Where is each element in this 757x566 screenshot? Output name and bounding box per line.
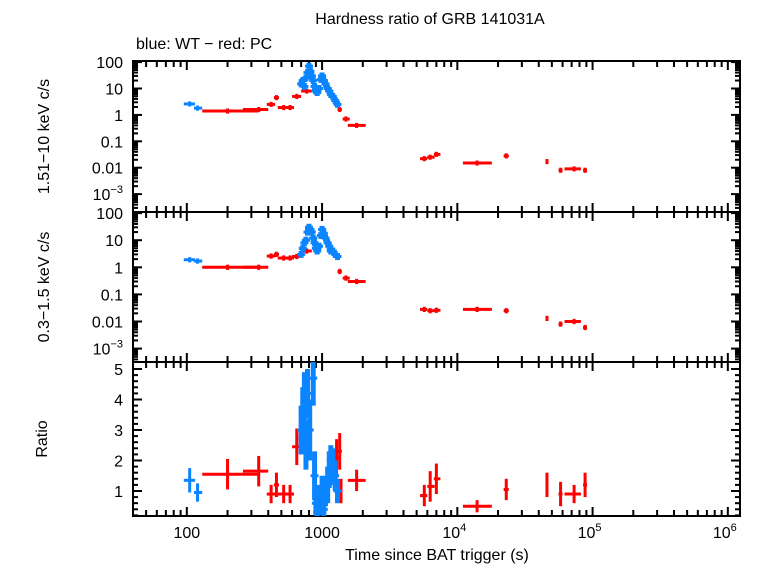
y-axis-title-hard: 1.51−10 keV c/s bbox=[36, 79, 53, 194]
data-point-pc bbox=[420, 484, 428, 507]
data-point-pc bbox=[266, 484, 276, 504]
data-point-pc bbox=[462, 160, 492, 166]
data-point-pc bbox=[583, 472, 588, 498]
data-point-pc bbox=[273, 95, 279, 101]
y-tick-label: 0.1 bbox=[101, 134, 123, 151]
data-point-pc bbox=[292, 93, 302, 100]
data-point-pc bbox=[273, 472, 279, 498]
y-tick-label: 5 bbox=[114, 362, 123, 379]
panel-frame-soft bbox=[132, 211, 741, 363]
data-point-pc bbox=[242, 264, 269, 270]
data-point-wt bbox=[333, 252, 342, 261]
data-point-pc bbox=[273, 251, 279, 258]
data-point-wt bbox=[333, 478, 342, 504]
data-point-wt bbox=[183, 101, 196, 107]
data-point-pc bbox=[266, 253, 276, 259]
data-point-wt bbox=[183, 257, 196, 263]
data-point-pc bbox=[347, 122, 366, 128]
x-tick-label: 100 bbox=[173, 525, 200, 542]
data-point-wt bbox=[309, 77, 318, 84]
data-point-pc bbox=[427, 154, 435, 160]
data-point-pc bbox=[427, 308, 435, 314]
data-point-pc bbox=[202, 108, 259, 114]
y-axis-title-ratio: Ratio bbox=[34, 420, 51, 457]
data-point-pc bbox=[433, 463, 441, 495]
data-point-pc bbox=[558, 481, 563, 507]
data-point-wt bbox=[307, 228, 316, 236]
data-point-pc bbox=[202, 458, 259, 490]
data-point-pc bbox=[266, 101, 276, 107]
x-tick-label: 1000 bbox=[304, 525, 340, 542]
data-point-pc bbox=[420, 306, 428, 313]
data-point-pc bbox=[545, 315, 549, 322]
y-tick-label: 100 bbox=[96, 206, 123, 223]
data-point-pc bbox=[342, 116, 350, 122]
panel-frame-hard bbox=[132, 60, 741, 213]
data-point-pc bbox=[285, 104, 294, 111]
data-point-wt bbox=[333, 100, 342, 108]
data-point-pc bbox=[564, 166, 581, 172]
data-point-pc bbox=[503, 153, 509, 159]
data-point-wt bbox=[309, 362, 318, 406]
x-tick-label: 106 bbox=[713, 522, 737, 542]
y-tick-label: 1 bbox=[114, 484, 123, 501]
data-point-pc bbox=[558, 321, 563, 327]
data-point-pc bbox=[285, 255, 294, 261]
y-tick-label: 100 bbox=[96, 55, 123, 72]
y-tick-label: 10 bbox=[105, 81, 123, 98]
data-point-pc bbox=[583, 324, 588, 331]
y-tick-label: 1 bbox=[114, 260, 123, 277]
y-tick-label: 10−3 bbox=[93, 184, 123, 204]
y-axis-title-soft: 0.3−1.5 keV c/s bbox=[36, 232, 53, 343]
y-tick-label: 10 bbox=[105, 233, 123, 250]
data-point-pc bbox=[583, 167, 588, 173]
data-point-pc bbox=[545, 159, 549, 165]
data-point-pc bbox=[564, 318, 581, 325]
data-point-pc bbox=[427, 471, 435, 502]
data-point-pc bbox=[337, 433, 342, 470]
y-tick-label: 1 bbox=[114, 108, 123, 125]
chart-subtitle: blue: WT − red: PC bbox=[136, 36, 272, 53]
data-point-wt bbox=[297, 250, 306, 258]
y-tick-label: 3 bbox=[114, 423, 123, 440]
y-tick-label: 2 bbox=[114, 453, 123, 470]
data-point-pc bbox=[337, 268, 342, 275]
data-point-wt bbox=[183, 468, 196, 493]
data-point-pc bbox=[347, 469, 366, 491]
data-point-wt bbox=[315, 85, 324, 92]
x-tick-label: 105 bbox=[578, 522, 602, 542]
y-tick-label: 0.01 bbox=[92, 161, 123, 178]
x-axis-title: Time since BAT trigger (s) bbox=[345, 547, 529, 564]
data-point-pc bbox=[462, 500, 492, 513]
data-point-pc bbox=[558, 167, 563, 173]
data-point-wt bbox=[300, 82, 309, 90]
data-point-pc bbox=[564, 484, 581, 504]
data-point-pc bbox=[433, 307, 441, 313]
data-point-pc bbox=[242, 106, 269, 113]
y-tick-label: 10−3 bbox=[93, 339, 123, 359]
x-tick-label: 104 bbox=[442, 522, 466, 542]
data-point-pc bbox=[503, 308, 509, 314]
data-point-pc bbox=[503, 478, 509, 501]
data-point-pc bbox=[242, 455, 269, 487]
data-point-wt bbox=[301, 236, 310, 244]
data-point-pc bbox=[347, 278, 366, 285]
data-point-wt bbox=[315, 242, 324, 250]
chart-title: Hardness ratio of GRB 141031A bbox=[315, 11, 545, 28]
data-point-pc bbox=[433, 151, 441, 157]
y-tick-label: 0.1 bbox=[101, 287, 123, 304]
y-tick-label: 0.01 bbox=[92, 314, 123, 331]
data-point-pc bbox=[285, 484, 294, 504]
data-point-wt bbox=[194, 105, 203, 111]
data-point-wt bbox=[194, 258, 203, 264]
y-tick-label: 4 bbox=[114, 393, 123, 410]
data-point-pc bbox=[342, 275, 350, 281]
data-point-pc bbox=[545, 472, 549, 498]
data-point-pc bbox=[462, 306, 492, 313]
data-point-pc bbox=[420, 156, 428, 162]
data-point-wt bbox=[305, 399, 314, 461]
data-point-wt bbox=[194, 483, 203, 502]
